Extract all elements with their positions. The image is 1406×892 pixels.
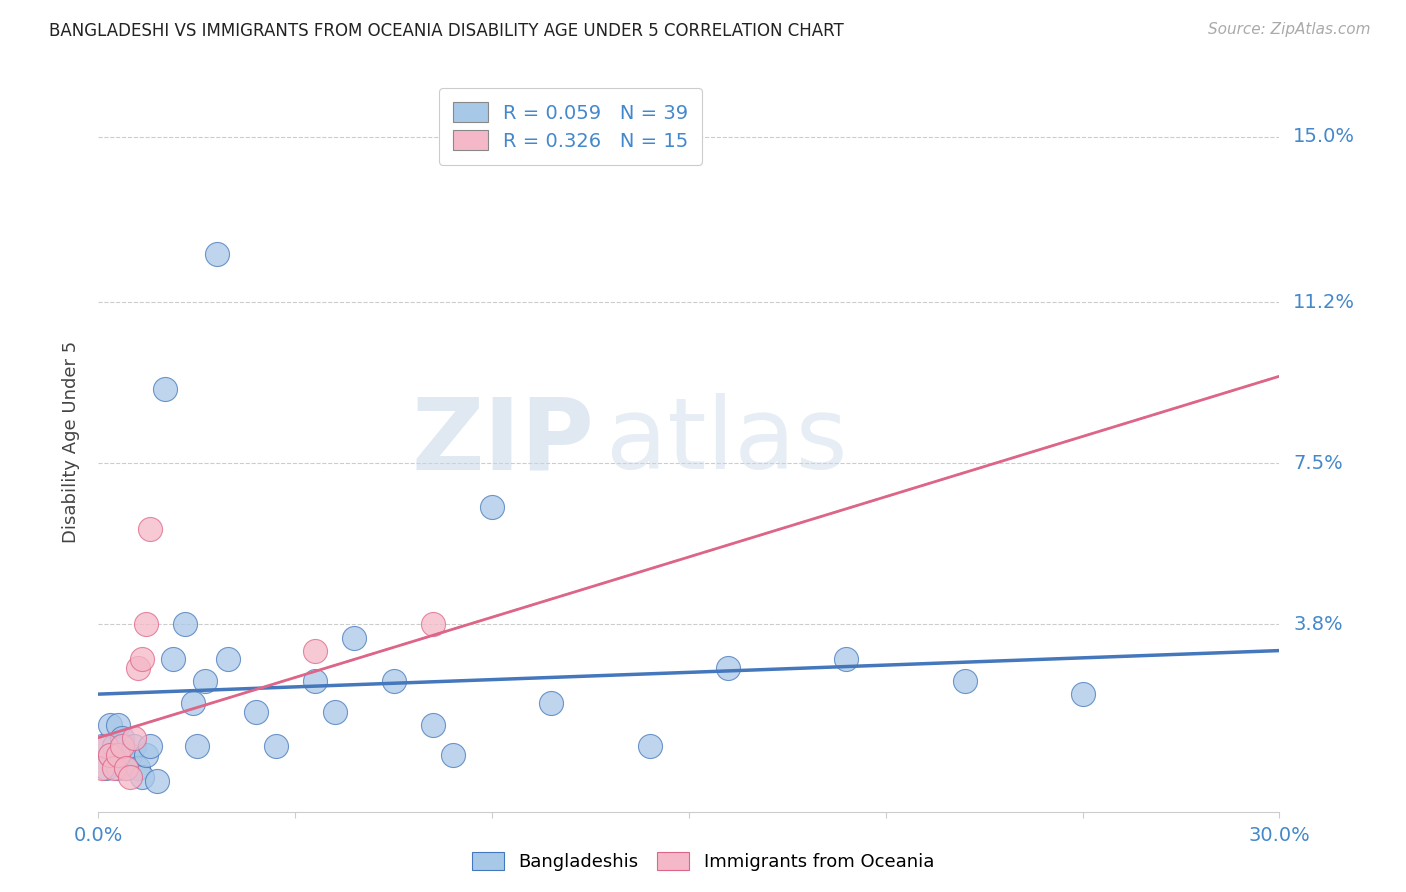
Point [323, 705, 346, 719]
Point [422, 617, 444, 632]
Text: BANGLADESHI VS IMMIGRANTS FROM OCEANIA DISABILITY AGE UNDER 5 CORRELATION CHART: BANGLADESHI VS IMMIGRANTS FROM OCEANIA D… [49, 22, 844, 40]
Point [118, 770, 141, 784]
Point [422, 717, 444, 731]
Point [382, 674, 405, 689]
Point [441, 748, 464, 763]
Point [122, 731, 145, 745]
Point [98, 748, 121, 763]
Point [174, 617, 197, 632]
Point [131, 770, 153, 784]
Point [138, 739, 160, 754]
Point [717, 661, 740, 675]
Point [111, 739, 134, 754]
Point [1071, 687, 1094, 701]
Text: 7.5%: 7.5% [1294, 454, 1343, 473]
Point [540, 696, 562, 710]
Text: Source: ZipAtlas.com: Source: ZipAtlas.com [1208, 22, 1371, 37]
Point [127, 761, 149, 775]
Point [122, 739, 145, 754]
Point [103, 761, 125, 775]
Point [107, 717, 129, 731]
Point [127, 661, 149, 675]
Point [103, 739, 125, 754]
Point [96, 739, 118, 754]
Point [98, 717, 121, 731]
Point [217, 652, 239, 666]
Point [131, 652, 153, 666]
Point [96, 761, 118, 775]
Point [118, 748, 141, 763]
Point [481, 500, 503, 514]
Point [264, 739, 287, 754]
Point [111, 731, 134, 745]
Point [107, 748, 129, 763]
Text: 15.0%: 15.0% [1294, 128, 1355, 146]
Point [343, 631, 366, 645]
Point [135, 617, 157, 632]
Text: 3.8%: 3.8% [1294, 615, 1343, 634]
Text: 11.2%: 11.2% [1294, 293, 1355, 311]
Point [155, 382, 177, 396]
Point [146, 774, 169, 789]
Point [194, 674, 217, 689]
Point [107, 761, 129, 775]
Text: ZIP: ZIP [412, 393, 595, 490]
Text: atlas: atlas [606, 393, 848, 490]
Point [245, 705, 267, 719]
Point [205, 247, 228, 261]
Point [91, 761, 114, 775]
Point [638, 739, 661, 754]
Point [115, 761, 138, 775]
Legend: R = 0.059   N = 39, R = 0.326   N = 15: R = 0.059 N = 39, R = 0.326 N = 15 [439, 88, 703, 164]
Point [835, 652, 858, 666]
Point [138, 522, 160, 536]
Legend: Bangladeshis, Immigrants from Oceania: Bangladeshis, Immigrants from Oceania [464, 845, 942, 879]
Point [98, 748, 121, 763]
Point [115, 761, 138, 775]
Point [135, 748, 157, 763]
Point [91, 739, 114, 754]
Point [186, 739, 208, 754]
Point [181, 696, 204, 710]
Point [162, 652, 184, 666]
Point [304, 674, 326, 689]
Point [953, 674, 976, 689]
Point [304, 643, 326, 657]
Y-axis label: Disability Age Under 5: Disability Age Under 5 [62, 341, 80, 542]
